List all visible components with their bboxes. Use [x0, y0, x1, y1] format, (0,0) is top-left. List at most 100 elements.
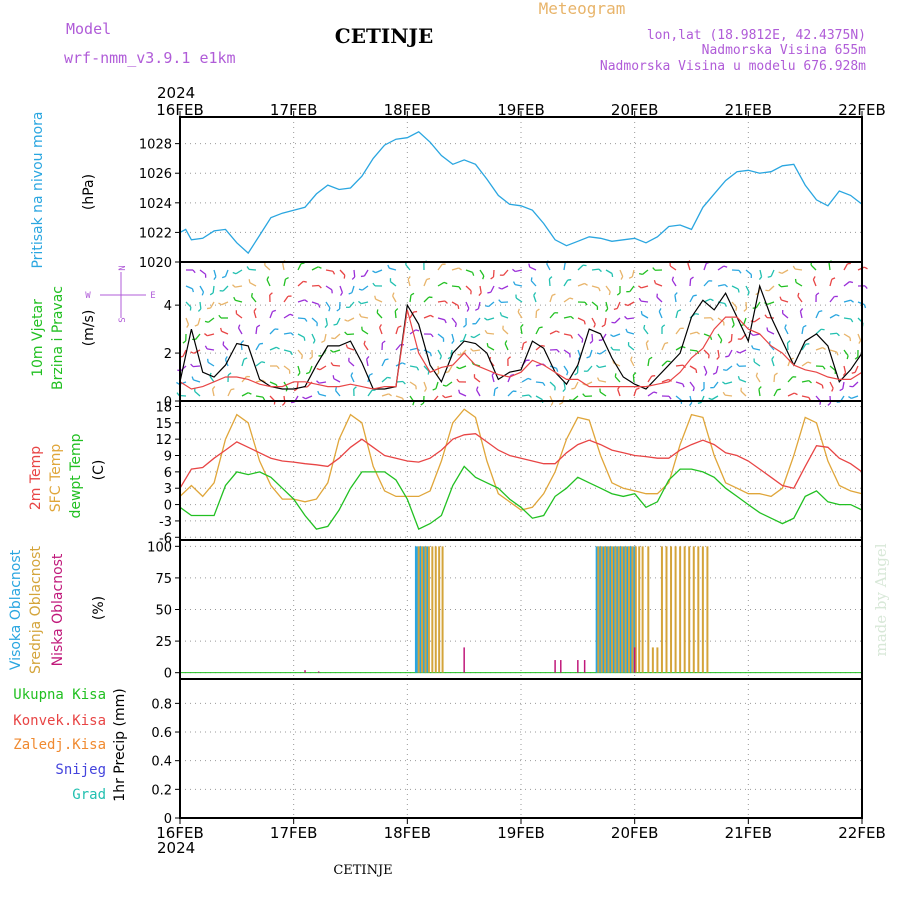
wind-barb-tick	[570, 316, 574, 320]
wind-barb	[409, 347, 417, 351]
wind-barb	[605, 301, 609, 309]
wind-barb	[451, 301, 459, 306]
wind-barb-tick	[456, 378, 460, 383]
wind-barb	[375, 298, 383, 303]
wind-barb	[591, 285, 599, 289]
precip-unit: 1hr Precip (mm)	[112, 688, 128, 801]
wind-barb-tick	[765, 289, 769, 292]
wind-barb-tick	[632, 372, 637, 376]
wind-barb	[363, 269, 369, 277]
wind-barb-tick	[831, 387, 834, 392]
ytick-label-precipitation: 0.6	[151, 726, 172, 741]
wind-barb	[675, 395, 682, 401]
wind-barb	[507, 390, 514, 397]
wind-barb-tick	[517, 308, 520, 313]
wind-barb-tick	[539, 326, 543, 329]
wind-barb	[843, 299, 851, 303]
wind-barb-tick	[842, 372, 847, 376]
cloud-label-3: Niska Oblacnost	[50, 553, 66, 666]
compass-s: S	[118, 317, 128, 322]
wind-barb-tick	[420, 402, 425, 406]
wind-barb	[392, 295, 397, 303]
wind-barb	[185, 317, 190, 325]
wind-barb-tick	[628, 276, 633, 279]
wind-barb	[353, 269, 356, 278]
wind-barb	[207, 333, 215, 337]
wind-barb	[477, 301, 481, 309]
wind-barb	[787, 376, 794, 383]
wind-barb	[389, 267, 397, 271]
pressure-unit: (hPa)	[81, 174, 97, 210]
wind-barb	[459, 392, 467, 397]
wind-barb	[717, 317, 725, 323]
wind-barb	[549, 295, 553, 303]
xtick-label-top: 18FEB	[384, 101, 431, 119]
wind-barb	[520, 326, 523, 335]
xtick-label-top: 20FEB	[611, 101, 658, 119]
wind-barb	[212, 285, 215, 294]
wind-barb	[627, 331, 635, 335]
wind-barb	[843, 333, 851, 339]
wind-barb-tick	[459, 339, 464, 343]
wind-barb-tick	[779, 296, 782, 301]
wind-barb	[529, 266, 537, 271]
wind-barb-tick	[716, 356, 720, 360]
cloud-label-1: Visoka Oblacnost	[8, 549, 24, 670]
wind-barb	[801, 361, 809, 367]
wind-barb-tick	[384, 358, 389, 361]
wind-barb	[725, 381, 733, 385]
wind-barb-tick	[653, 279, 657, 284]
wind-barb	[251, 296, 257, 303]
wind-barb-tick	[303, 337, 306, 341]
wind-barb	[780, 285, 789, 288]
wind-barb-tick	[668, 395, 672, 400]
wind-barb-tick	[836, 351, 839, 356]
wind-barb-tick	[498, 299, 502, 303]
wind-barb	[843, 317, 852, 320]
data-layer	[176, 131, 868, 819]
wind-barb	[234, 285, 243, 288]
wind-barb-tick	[376, 309, 379, 313]
cloud-unit: (%)	[91, 596, 107, 620]
wind-barb	[305, 395, 313, 400]
wind-barb-tick	[212, 386, 216, 390]
wind-barb	[759, 269, 763, 277]
wind-barb-tick	[233, 296, 236, 301]
wind-barb	[437, 300, 446, 303]
wind-barb-tick	[328, 307, 331, 312]
wind-barb	[221, 301, 229, 306]
wind-barb	[447, 365, 453, 373]
wind-barb-tick	[822, 365, 826, 370]
wind-barb	[656, 296, 663, 303]
wind-barb	[319, 393, 327, 397]
wind-barb-tick	[849, 385, 853, 388]
wind-barb-tick	[570, 335, 574, 339]
wind-barb	[211, 389, 215, 397]
wind-barb	[801, 343, 807, 351]
xtick-label-bottom: 19FEB	[497, 824, 544, 842]
wind-barb	[633, 389, 637, 397]
wind-barb-tick	[316, 380, 320, 384]
wind-barb	[797, 295, 803, 303]
wind-barb-tick	[778, 271, 783, 274]
wind-barb	[459, 365, 467, 370]
wind-barb	[347, 317, 355, 322]
wind-barb-tick	[822, 347, 826, 350]
wind-barb	[549, 330, 557, 335]
wind-barb	[563, 381, 566, 390]
wind-barb	[182, 349, 187, 357]
wind-barb	[521, 343, 525, 351]
wind-barb-tick	[851, 371, 856, 374]
wind-barb-tick	[430, 333, 434, 338]
wind-barb-tick	[724, 284, 728, 288]
wind-barb-tick	[397, 325, 402, 328]
wind-barb	[641, 285, 649, 289]
wind-barb-tick	[318, 304, 321, 308]
wind-barb	[753, 333, 761, 336]
wind-barb-tick	[696, 331, 700, 335]
wind-barb-tick	[237, 324, 241, 329]
wind-barb-tick	[616, 292, 621, 296]
wind-barb	[770, 269, 775, 277]
wind-barb-tick	[767, 275, 772, 278]
wind-barb-tick	[387, 264, 390, 269]
